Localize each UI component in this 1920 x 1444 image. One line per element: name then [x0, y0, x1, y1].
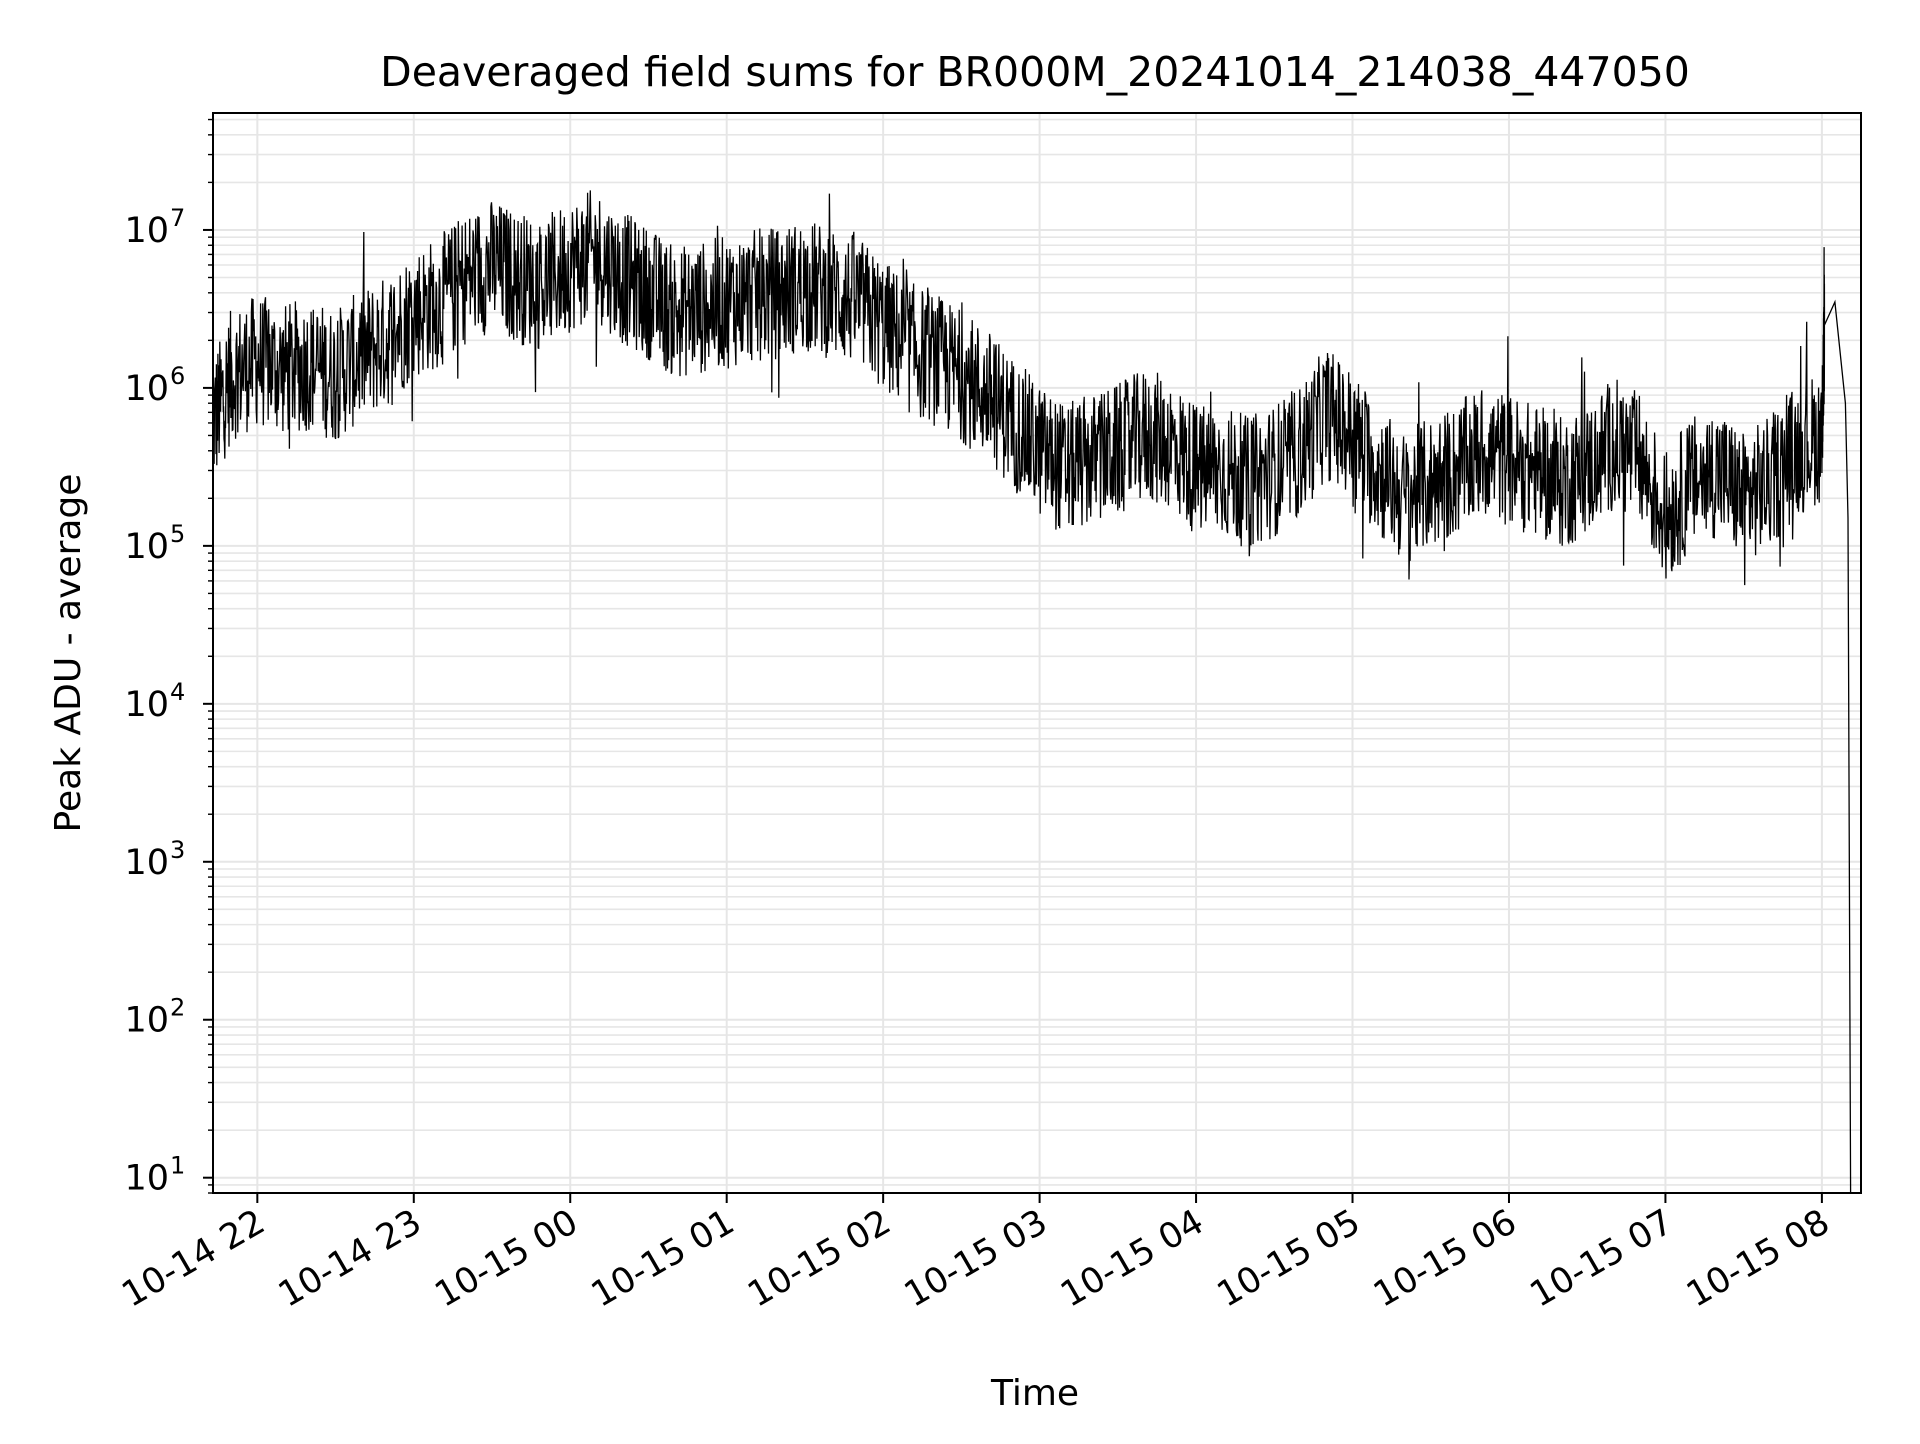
- y-tick-base: 10: [124, 211, 169, 251]
- y-tick-exponent: 2: [170, 994, 185, 1022]
- y-tick-exponent: 1: [170, 1152, 185, 1180]
- y-tick-base: 10: [124, 1001, 169, 1041]
- y-tick-label: 10 6: [124, 362, 185, 409]
- y-tick-base: 10: [124, 527, 169, 567]
- y-tick-label: 10 5: [124, 520, 185, 567]
- series-layer: [212, 190, 1852, 1194]
- y-tick-label: 10 4: [124, 678, 185, 725]
- y-tick-base: 10: [124, 1159, 169, 1199]
- y-tick-exponent: 4: [170, 678, 185, 706]
- y-tick-label: 10 1: [124, 1152, 185, 1199]
- y-tick-base: 10: [124, 843, 169, 883]
- y-tick-base: 10: [124, 685, 169, 725]
- y-tick-exponent: 6: [170, 362, 185, 390]
- x-axis-label: Time: [990, 1373, 1079, 1414]
- grid: [213, 113, 1861, 1194]
- y-tick-exponent: 5: [170, 520, 185, 548]
- series-line: [212, 190, 1852, 1194]
- y-tick-base: 10: [124, 369, 169, 409]
- y-tick-exponent: 7: [170, 204, 185, 232]
- y-axis-label: Peak ADU - average: [48, 474, 89, 833]
- y-tick-label: 10 3: [124, 836, 185, 883]
- y-tick-label: 10 7: [124, 204, 185, 251]
- y-tick-exponent: 3: [170, 836, 185, 864]
- y-tick-label: 10 2: [124, 994, 185, 1041]
- chart-title: Deaveraged field sums for BR000M_2024101…: [380, 48, 1690, 96]
- plot-frame: [212, 112, 1862, 1194]
